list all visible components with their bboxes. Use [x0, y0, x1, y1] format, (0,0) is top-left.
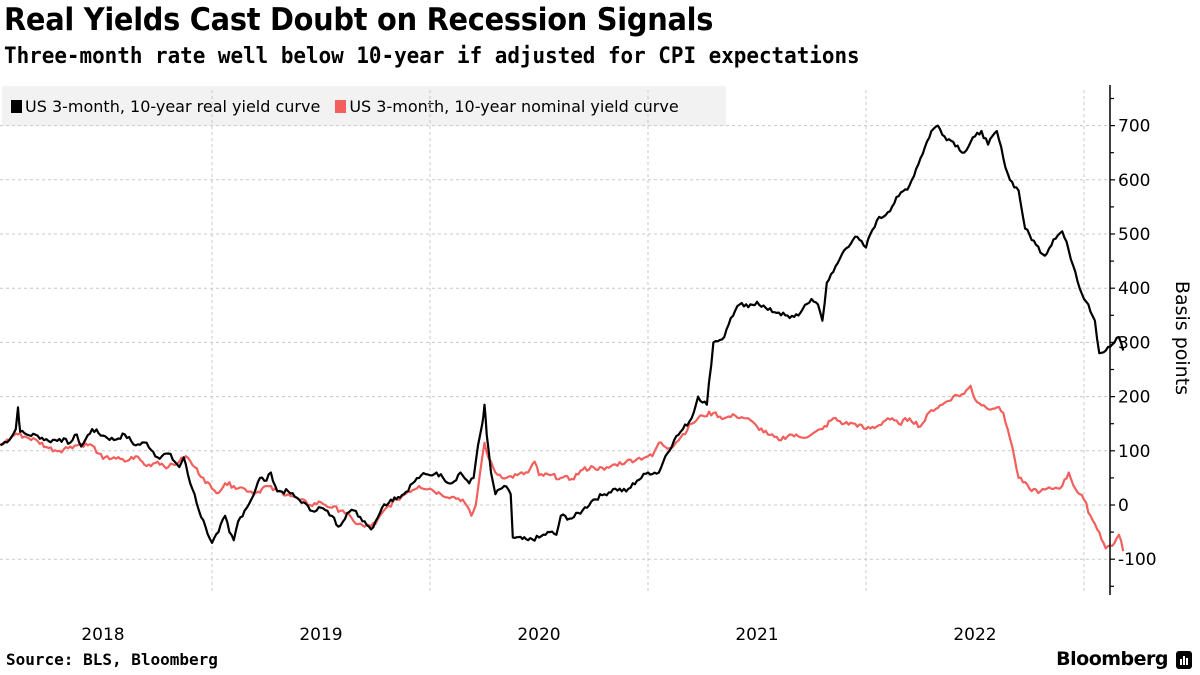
x-tick-label: 2020: [517, 625, 560, 645]
x-tick-label: 2022: [953, 625, 996, 645]
x-tick-label: 2018: [81, 625, 124, 645]
y-tick-label: 600: [1118, 171, 1150, 191]
legend-label-real: US 3-month, 10-year real yield curve: [25, 96, 321, 116]
y-tick-label: 700: [1118, 117, 1150, 137]
x-tick-label: 2019: [299, 625, 342, 645]
source-note: Source: BLS, Bloomberg: [6, 650, 218, 669]
y-tick-label: 0: [1118, 496, 1129, 516]
legend-swatch-real: [11, 99, 22, 113]
y-axis: -100 0 100 200 300 400 500 600 700: [1109, 85, 1157, 595]
x-tick-label: 2021: [735, 625, 778, 645]
series-line-nominal: [0, 384, 1125, 552]
y-tick-label: 300: [1118, 333, 1150, 353]
y-tick-label: 200: [1118, 388, 1150, 408]
y-axis-title: Basis points: [1171, 281, 1193, 395]
y-tick-label: -100: [1118, 550, 1157, 570]
series-line-real: [0, 124, 1125, 544]
chart-subtitle: Three-month rate well below 10-year if a…: [4, 44, 860, 69]
brand-logo: Bloomberg: [1056, 648, 1168, 670]
y-tick-label: 400: [1118, 279, 1150, 299]
y-tick-label: 100: [1118, 442, 1150, 462]
y-tick-label: 500: [1118, 225, 1150, 245]
legend: US 3-month, 10-year real yield curve US …: [2, 86, 726, 126]
legend-item-real[interactable]: US 3-month, 10-year real yield curve: [11, 97, 320, 116]
series-layer: [0, 124, 1125, 552]
grid: [0, 90, 1110, 593]
legend-item-nominal[interactable]: US 3-month, 10-year nominal yield curve: [335, 96, 679, 116]
legend-label-nominal: US 3-month, 10-year nominal yield curve: [349, 96, 679, 116]
bloomberg-terminal-icon: [1176, 651, 1192, 669]
chart-title: Real Yields Cast Doubt on Recession Sign…: [4, 2, 714, 38]
legend-swatch-nominal: [335, 99, 347, 113]
x-axis-labels: 2018 2019 2020 2021 2022: [81, 625, 996, 645]
